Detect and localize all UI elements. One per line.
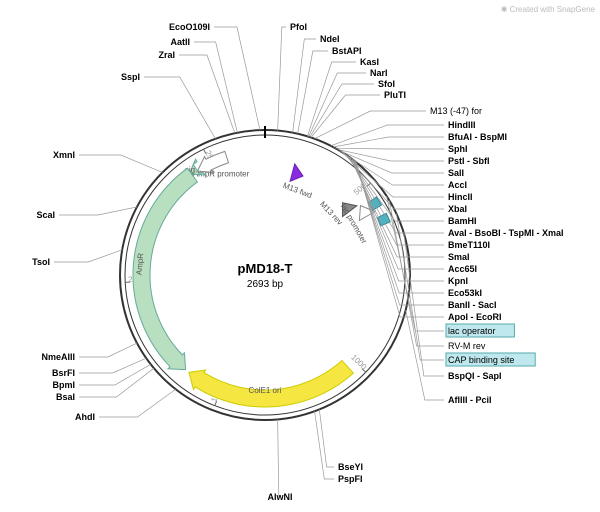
enzyme-label: TsoI <box>32 257 50 267</box>
enzyme-label: CAP binding site <box>448 355 514 365</box>
enzyme-label: AatII <box>170 37 190 47</box>
enzyme-label: HincII <box>448 192 473 202</box>
leader-line <box>54 250 122 262</box>
leader-line <box>298 51 328 134</box>
leader-line <box>79 358 146 373</box>
feature-label: ColE1 ori <box>249 386 282 395</box>
enzyme-label: BseYI <box>338 462 363 472</box>
enzyme-label: RV-M rev <box>448 341 486 351</box>
leader-line <box>79 343 137 357</box>
enzyme-label: BpmI <box>53 380 76 390</box>
enzyme-label: SphI <box>448 144 468 154</box>
leader-line <box>310 84 374 137</box>
enzyme-label: NdeI <box>320 34 340 44</box>
enzyme-label: Acc65I <box>448 264 477 274</box>
enzyme-label: SalI <box>448 168 464 178</box>
enzyme-label: XbaI <box>448 204 467 214</box>
enzyme-label: AccI <box>448 180 467 190</box>
enzyme-label: HindIII <box>448 120 476 130</box>
enzyme-label: SspI <box>121 72 140 82</box>
leader-line <box>99 389 176 417</box>
enzyme-label: PluTI <box>384 90 406 100</box>
plasmid-map: ✱ Created with SnapGene50010001500200025… <box>0 0 600 512</box>
enzyme-label: M13 (-47) for <box>430 106 482 116</box>
enzyme-label: BfuAI - BspMI <box>448 132 507 142</box>
leader-line <box>387 196 444 331</box>
enzyme-label: Eco53kI <box>448 288 482 298</box>
plasmid-size: 2693 bp <box>247 279 284 290</box>
enzyme-label: BanII - SacI <box>448 300 497 310</box>
enzyme-label: AlwNI <box>267 492 292 502</box>
enzyme-label: NmeAIII <box>41 352 75 362</box>
enzyme-label: PstI - SbfI <box>448 156 490 166</box>
enzyme-label: ZraI <box>158 50 175 60</box>
plasmid-name: pMD18-T <box>238 261 293 276</box>
enzyme-label: lac operator <box>448 326 496 336</box>
leader-line <box>335 148 444 149</box>
leader-line <box>406 310 444 400</box>
enzyme-label: BsrFI <box>52 368 75 378</box>
leader-line <box>194 42 237 133</box>
leader-line <box>331 125 444 146</box>
bp-label: 1000 <box>349 353 368 372</box>
leader-line <box>214 27 260 130</box>
credit-text: ✱ Created with SnapGene <box>501 5 596 14</box>
enzyme-label: XmnI <box>53 150 75 160</box>
enzyme-label: BamHI <box>448 216 477 226</box>
enzyme-label: SfoI <box>378 79 395 89</box>
feature-label: M13 rev <box>318 200 344 227</box>
leader-line <box>59 207 137 215</box>
enzyme-label: NarI <box>370 68 388 78</box>
leader-line <box>311 95 380 137</box>
feature-M13 fwd <box>290 164 303 181</box>
leader-line <box>79 155 162 172</box>
leader-line <box>278 27 286 131</box>
leader-line <box>344 153 444 209</box>
enzyme-label: KpnI <box>448 276 468 286</box>
enzyme-label: PspFI <box>338 474 363 484</box>
leader-line <box>179 55 235 133</box>
enzyme-label: BsaI <box>56 392 75 402</box>
enzyme-label: PfoI <box>290 22 307 32</box>
leader-line <box>278 419 280 497</box>
leader-line <box>79 368 154 397</box>
enzyme-label: BstAPI <box>332 46 362 56</box>
enzyme-label: BmeT110I <box>448 240 490 250</box>
enzyme-label: AhdI <box>75 412 95 422</box>
leader-line <box>144 77 215 139</box>
feature-label: M13 fwd <box>282 181 313 200</box>
enzyme-label: AvaI - BsoBI - TspMI - XmaI <box>448 228 564 238</box>
leader-line <box>315 411 334 479</box>
enzyme-label: KasI <box>360 57 379 67</box>
enzyme-label: SmaI <box>448 252 470 262</box>
enzyme-label: BspQI - SapI <box>448 371 502 381</box>
enzyme-label: ScaI <box>36 210 55 220</box>
enzyme-label: EcoO109I <box>169 22 210 32</box>
leader-line <box>79 364 151 385</box>
enzyme-label: ApoI - EcoRI <box>448 312 502 322</box>
enzyme-label: AflIII - PciI <box>448 395 492 405</box>
